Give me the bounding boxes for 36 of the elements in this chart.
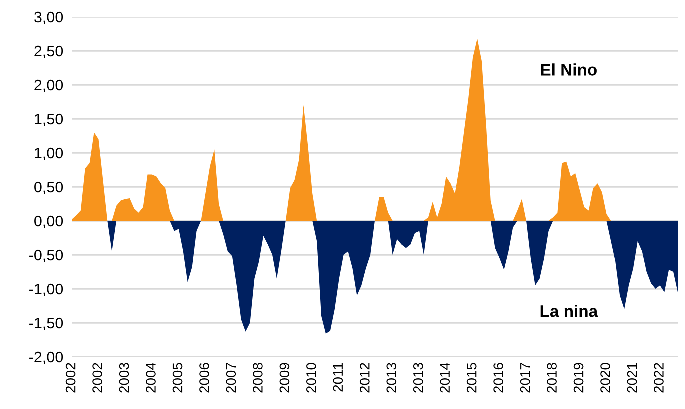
x-tick-label: 2002 xyxy=(92,363,102,393)
x-tick-label: 2022 xyxy=(654,363,664,393)
x-tick-label: 2002 xyxy=(66,363,76,393)
y-tick-label: 2,50 xyxy=(34,46,64,58)
x-tick-label: 2006 xyxy=(200,363,210,393)
x-tick-label: 2008 xyxy=(253,363,263,393)
y-tick-label: 0,00 xyxy=(34,216,64,228)
annotation: El Nino xyxy=(541,64,597,76)
x-tick-label: 2012 xyxy=(360,363,370,393)
y-tick-label: 3,00 xyxy=(34,12,64,24)
x-tick-label: 2009 xyxy=(280,363,290,393)
x-tick-label: 2013 xyxy=(386,363,397,393)
y-tick-label: -1,00 xyxy=(30,284,64,296)
y-tick-label: -1,50 xyxy=(30,318,64,330)
y-tick-label: 1,00 xyxy=(35,148,64,160)
x-tick-label: 2020 xyxy=(600,363,610,393)
x-tick-label: 2019 xyxy=(574,363,584,393)
y-tick-label: 0,50 xyxy=(34,182,64,194)
x-tick-label: 2003 xyxy=(119,363,130,393)
y-tick-label: -2,00 xyxy=(30,352,64,364)
x-tick-label: 2021 xyxy=(627,363,638,393)
x-tick-label: 2007 xyxy=(226,363,236,393)
x-tick-label: 2016 xyxy=(494,363,504,393)
y-tick-label: -0,50 xyxy=(30,250,64,262)
x-tick-label: 2005 xyxy=(172,363,183,393)
x-tick-label: 2004 xyxy=(146,362,156,393)
x-tick-label: 2010 xyxy=(306,363,316,393)
x-tick-label: 2018 xyxy=(547,363,557,393)
annotation: La nina xyxy=(540,305,598,318)
y-tick-label: 2,00 xyxy=(34,80,64,92)
x-tick-label: 2013 xyxy=(413,363,424,393)
x-tick-label: 2011 xyxy=(333,363,344,392)
x-tick-label: 2017 xyxy=(520,363,530,393)
y-tick-label: 1,50 xyxy=(35,114,64,126)
x-tick-label: 2014 xyxy=(440,362,450,393)
x-tick-label: 2015 xyxy=(466,363,477,393)
